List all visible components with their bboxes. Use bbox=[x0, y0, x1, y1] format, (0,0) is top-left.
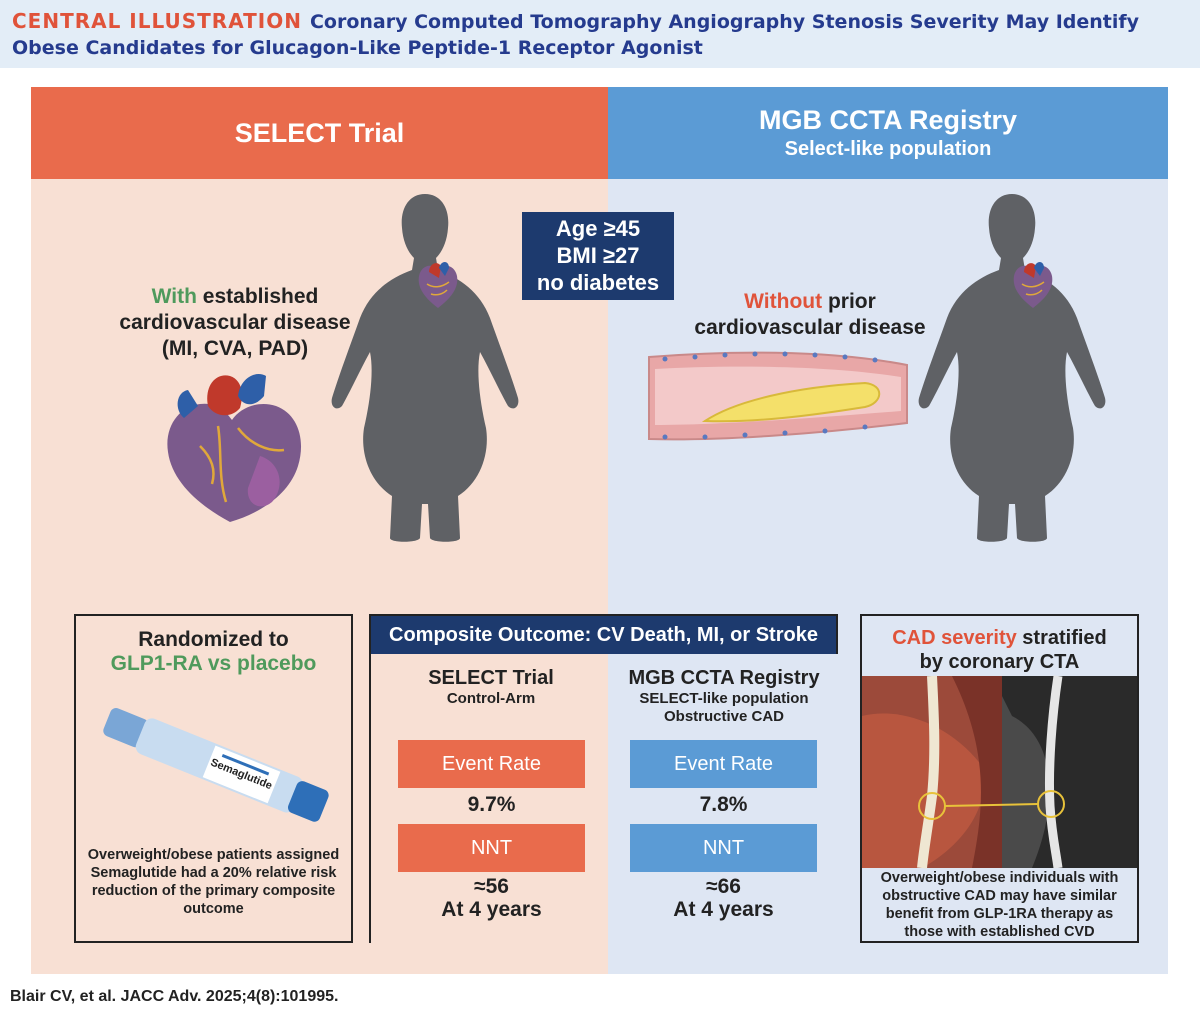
cad-severity-line2: by coronary CTA bbox=[919, 651, 1080, 673]
select-nnt-label: NNT bbox=[398, 824, 585, 872]
registry-nnt-label: NNT bbox=[630, 824, 817, 872]
control-arm-label: Control-Arm bbox=[446, 690, 536, 707]
glp1-placebo-label: GLP1-RA vs placebo bbox=[110, 652, 317, 675]
randomized-label: Randomized to bbox=[138, 628, 289, 651]
heart-small-right-icon bbox=[1013, 262, 1053, 308]
composite-outcome-header: Composite Outcome: CV Death, MI, or Stro… bbox=[371, 616, 836, 654]
with-highlight: With bbox=[151, 285, 197, 308]
composite-left-bg bbox=[371, 654, 608, 943]
composite-right-bg bbox=[608, 654, 838, 943]
without-highlight: Without bbox=[744, 290, 823, 313]
registry-nnt-period: At 4 years bbox=[673, 898, 774, 921]
registry-column-title: MGB CCTA Registry bbox=[628, 667, 820, 689]
obese-person-left-icon bbox=[331, 194, 519, 542]
randomized-box: Randomized to GLP1-RA vs placebo Semaglu… bbox=[74, 614, 353, 943]
established-cvd-description: established cardiovascular disease (MI, … bbox=[119, 285, 351, 360]
registry-nnt-value: ≈66 bbox=[706, 875, 741, 898]
cad-severity-title: CAD severity stratified by coronary CTA bbox=[862, 626, 1137, 674]
heart-small-left-icon bbox=[418, 262, 458, 308]
header-bar: CENTRAL ILLUSTRATION Coronary Computed To… bbox=[0, 0, 1200, 68]
established-cvd-text: With established cardiovascular disease … bbox=[110, 284, 360, 362]
semaglutide-pen-icon: Semaglutide bbox=[103, 708, 329, 822]
semaglutide-result-text: Overweight/obese patients assigned Semag… bbox=[87, 847, 340, 917]
registry-event-rate-value: 7.8% bbox=[699, 793, 748, 816]
without-cvd-description: prior cardiovascular disease bbox=[694, 290, 926, 339]
anatomical-heart-icon bbox=[167, 374, 302, 522]
without-cvd-text: Without prior cardiovascular disease bbox=[690, 289, 930, 341]
central-illustration-label: CENTRAL ILLUSTRATION bbox=[12, 9, 302, 33]
cad-severity-box: CAD severity stratified by coronary CTA … bbox=[860, 614, 1139, 943]
select-trial-column-title: SELECT Trial bbox=[428, 667, 554, 689]
select-nnt-value: ≈56 bbox=[474, 875, 509, 898]
citation: Blair CV, et al. JACC Adv. 2025;4(8):101… bbox=[10, 988, 339, 1005]
cad-conclusion-text: Overweight/obese individuals with obstru… bbox=[880, 870, 1119, 940]
inclusion-criteria-box: Age ≥45 BMI ≥27 no diabetes bbox=[522, 212, 674, 300]
registry-event-rate-label: Event Rate bbox=[630, 740, 817, 788]
obstructive-cad-label: Obstructive CAD bbox=[663, 708, 785, 725]
registry-banner: MGB CCTA Registry Select-like population bbox=[608, 87, 1168, 179]
criteria-diabetes: no diabetes bbox=[536, 270, 660, 295]
criteria-bmi: BMI ≥27 bbox=[556, 243, 640, 268]
select-event-rate-label: Event Rate bbox=[398, 740, 585, 788]
composite-outcome-box: Composite Outcome: CV Death, MI, or Stro… bbox=[369, 614, 838, 943]
cad-severity-stratified: stratified bbox=[1022, 627, 1107, 649]
select-event-rate-value: 9.7% bbox=[467, 793, 516, 816]
artery-plaque-icon bbox=[648, 351, 908, 441]
randomized-title: Randomized to GLP1-RA vs placebo bbox=[76, 628, 351, 676]
select-trial-banner: SELECT Trial bbox=[31, 87, 608, 179]
title-text: Coronary Computed Tomography Angiography… bbox=[12, 11, 1140, 59]
registry-column-subtitle: SELECT-like population Obstructive CAD bbox=[611, 690, 837, 726]
registry-banner-title: MGB CCTA Registry bbox=[758, 105, 1018, 135]
select-nnt-period: At 4 years bbox=[441, 898, 542, 921]
cad-severity-highlight: CAD severity bbox=[892, 627, 1017, 649]
registry-banner-subtitle: Select-like population bbox=[784, 138, 992, 160]
select-like-population-label: SELECT-like population bbox=[639, 690, 809, 707]
criteria-age: Age ≥45 bbox=[555, 216, 641, 241]
obese-person-right-icon bbox=[918, 194, 1106, 542]
coronary-cta-image-icon bbox=[862, 675, 1137, 869]
page-title: CENTRAL ILLUSTRATION Coronary Computed To… bbox=[12, 8, 1192, 61]
